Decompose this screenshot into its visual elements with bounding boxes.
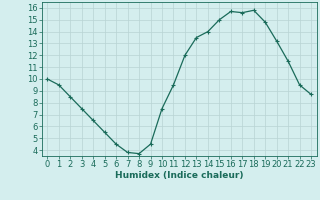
X-axis label: Humidex (Indice chaleur): Humidex (Indice chaleur) [115,171,244,180]
